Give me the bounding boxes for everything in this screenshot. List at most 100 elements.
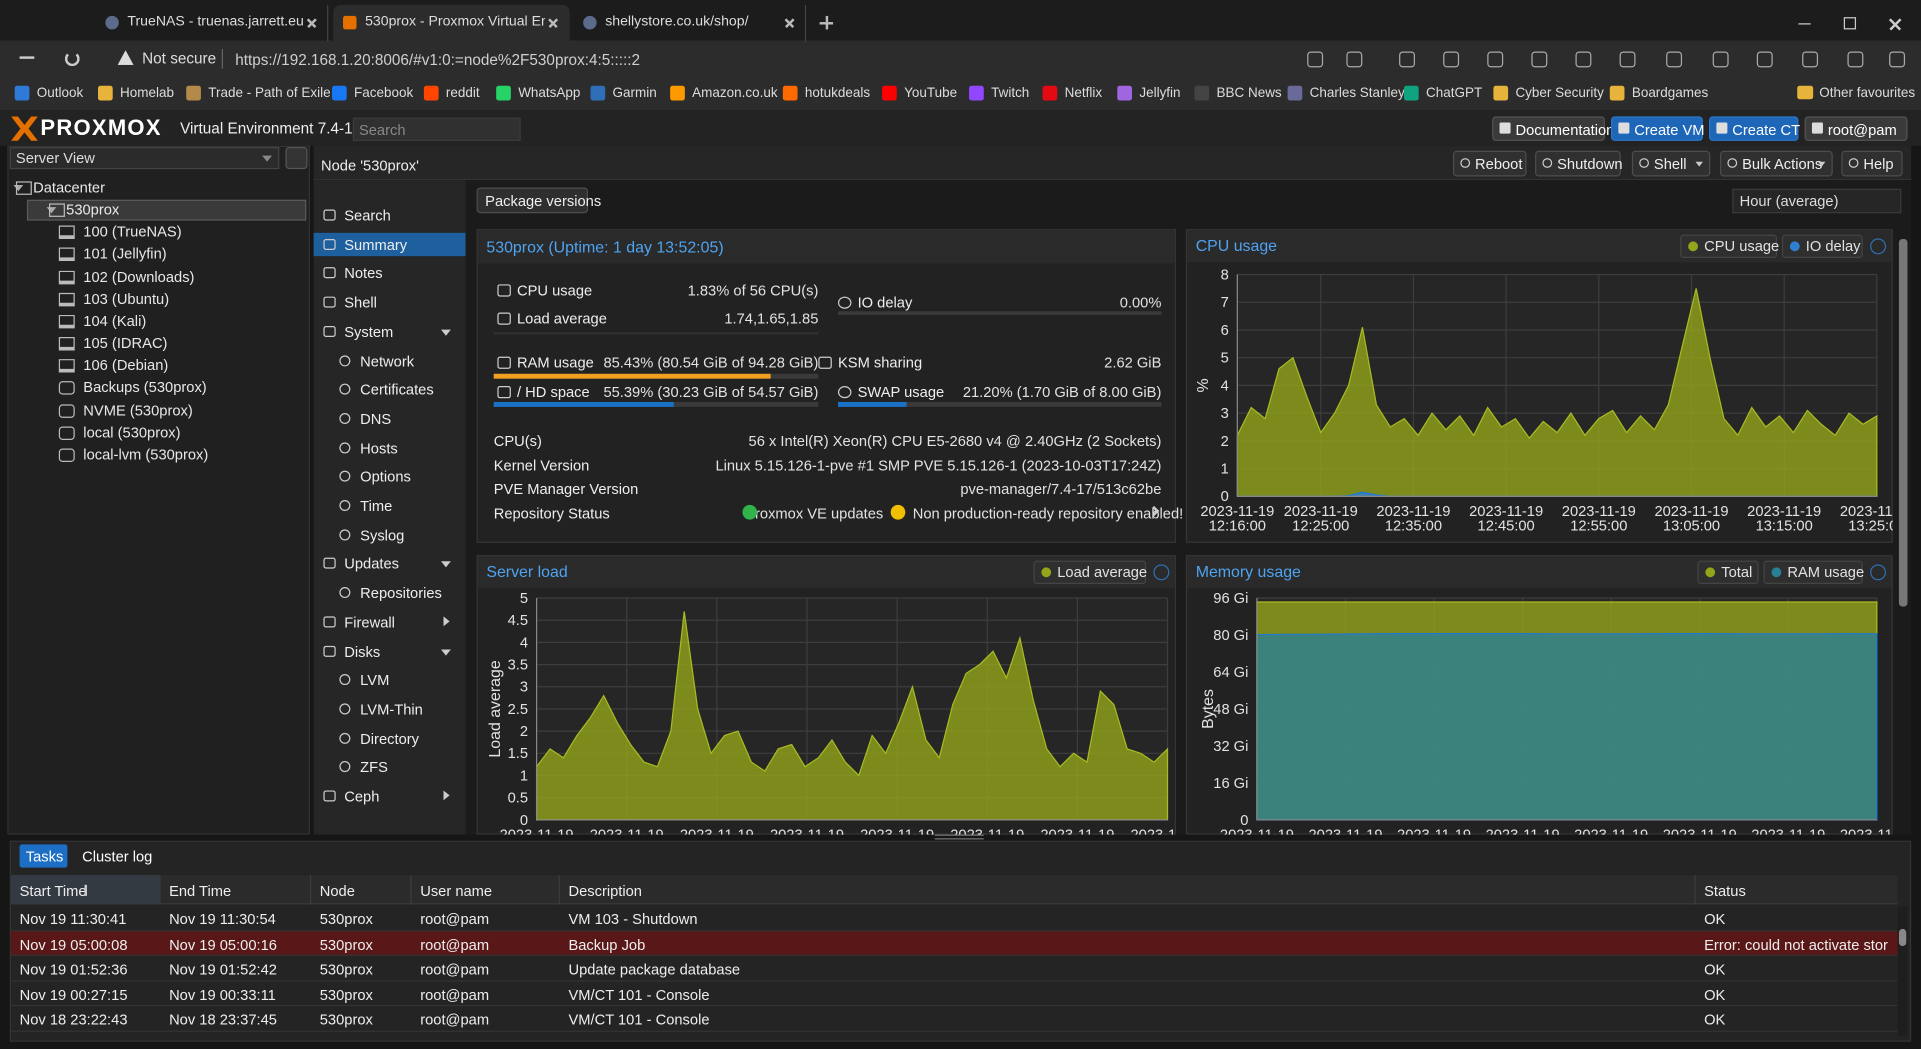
menu-item[interactable]: Firewall	[344, 613, 395, 631]
tree-icon[interactable]	[58, 337, 75, 351]
task-row[interactable]	[11, 981, 1898, 1007]
column-header[interactable]: Start Time	[19, 882, 87, 900]
menu-subitem[interactable]: Syslog	[360, 526, 405, 544]
toolbar-icon[interactable]	[1487, 51, 1504, 68]
menu-subitem[interactable]: Network	[360, 352, 415, 370]
url[interactable]: https://192.168.1.20:8006/#v1:0:=node%2F…	[235, 51, 641, 69]
bookmark[interactable]: BBC News	[1216, 85, 1282, 101]
reload-button[interactable]	[64, 51, 80, 67]
bookmark[interactable]: YouTube	[904, 85, 958, 101]
bookmark[interactable]: reddit	[445, 85, 480, 101]
bookmark[interactable]: Other favourites	[1819, 85, 1916, 101]
toolbar-icon[interactable]	[1443, 51, 1460, 68]
menu-item[interactable]: Notes	[344, 265, 383, 283]
bookmark[interactable]: Garmin	[612, 85, 657, 101]
menu-subitem[interactable]: LVM-Thin	[360, 700, 423, 719]
tree-item[interactable]: 103 (Ubuntu)	[83, 290, 170, 308]
toolbar-icon[interactable]	[1575, 51, 1592, 68]
task-row[interactable]	[11, 906, 1898, 931]
toolbar-icon[interactable]	[1619, 51, 1636, 68]
package-button[interactable]	[476, 187, 589, 214]
action-button[interactable]	[1535, 150, 1621, 177]
menu-item[interactable]: Updates	[344, 555, 400, 573]
menu-subitem[interactable]: ZFS	[360, 758, 388, 777]
toolbar-icon[interactable]	[1666, 51, 1683, 68]
menu-item[interactable]: Shell	[344, 294, 377, 312]
search-box[interactable]	[352, 117, 521, 141]
menu-subitem[interactable]: Options	[360, 468, 411, 486]
tree-item[interactable]: NVME (530prox)	[83, 401, 193, 419]
bookmark[interactable]: Amazon.co.uk	[692, 85, 778, 101]
column-header[interactable]: Description	[568, 882, 642, 900]
bookmark[interactable]: Jellyfin	[1139, 85, 1181, 101]
bookmark[interactable]: Trade - Path of Exile	[208, 85, 331, 101]
tree-item[interactable]: 100 (TrueNAS)	[83, 223, 182, 241]
column-header[interactable]: User name	[420, 882, 493, 900]
bookmark[interactable]: Homelab	[120, 85, 175, 101]
menu-subitem[interactable]: Certificates	[360, 381, 434, 399]
menu-subitem[interactable]: DNS	[360, 410, 392, 428]
tree-icon[interactable]	[58, 448, 75, 462]
tree-item[interactable]: 102 (Downloads)	[83, 267, 195, 286]
tree-icon[interactable]	[58, 270, 75, 284]
bookmark[interactable]: Facebook	[354, 85, 414, 101]
menu-subitem[interactable]: Repositories	[360, 584, 442, 602]
tree-item[interactable]: 106 (Debian)	[83, 356, 169, 375]
tree-icon[interactable]	[58, 225, 75, 240]
action-button[interactable]	[1720, 150, 1833, 177]
browser-tab[interactable]	[573, 4, 807, 42]
menu-item[interactable]: Summary	[344, 236, 408, 254]
browser-tab[interactable]	[333, 4, 570, 42]
tree-item[interactable]: local-lvm (530prox)	[83, 445, 209, 463]
toolbar-icon[interactable]	[1307, 51, 1324, 68]
tree-icon[interactable]	[15, 181, 32, 195]
tree-item[interactable]: 101 (Jellyfin)	[83, 245, 167, 263]
tree-icon[interactable]	[58, 314, 75, 329]
menu-subitem[interactable]: Directory	[360, 729, 420, 748]
window-max[interactable]	[1843, 17, 1857, 30]
bookmark[interactable]: Cyber Security	[1515, 85, 1604, 101]
bookmark[interactable]: Outlook	[36, 85, 84, 101]
toolbar-icon[interactable]	[1802, 51, 1819, 68]
tree-item[interactable]: Datacenter	[33, 178, 105, 197]
toolbar-icon[interactable]	[1712, 51, 1729, 68]
tree-icon[interactable]	[58, 359, 75, 373]
menu-subitem[interactable]: LVM	[360, 671, 390, 689]
task-row[interactable]	[11, 956, 1898, 982]
tree-toggle[interactable]	[46, 207, 57, 214]
tree-item[interactable]: Backups (530prox)	[83, 379, 207, 397]
bookmark[interactable]: Twitch	[991, 85, 1030, 101]
bookmark[interactable]: Charles Stanley	[1309, 85, 1405, 101]
menu-expand[interactable]	[441, 648, 451, 656]
menu-item[interactable]: System	[344, 323, 394, 341]
toolbar-icon[interactable]	[1889, 51, 1906, 68]
view-select[interactable]	[9, 147, 280, 170]
menu-subitem[interactable]: Hosts	[360, 439, 398, 457]
tree-icon[interactable]	[58, 403, 75, 418]
menu-collapsed[interactable]	[443, 616, 450, 626]
tree-item[interactable]: 105 (IDRAC)	[83, 334, 168, 352]
bookmark[interactable]: Boardgames	[1631, 85, 1709, 101]
task-row[interactable]	[11, 930, 1898, 956]
browser-tab[interactable]	[96, 4, 329, 42]
toolbar-icon[interactable]	[1531, 51, 1548, 68]
bookmark[interactable]: hotukdeals	[804, 85, 871, 101]
header-button[interactable]	[1492, 116, 1605, 141]
menu-item[interactable]: Ceph	[344, 787, 380, 806]
tree-icon[interactable]	[58, 381, 75, 396]
menu-expand[interactable]	[441, 329, 451, 336]
tree-icon[interactable]	[58, 292, 75, 307]
bookmark[interactable]: ChatGPT	[1426, 85, 1483, 101]
column-header[interactable]: Status	[1704, 882, 1746, 900]
menu-item[interactable]: Search	[344, 207, 391, 225]
window-min[interactable]	[1798, 23, 1811, 25]
toolbar-icon[interactable]	[1399, 51, 1415, 68]
tree-item[interactable]: local (530prox)	[83, 423, 181, 441]
bookmark[interactable]: Netflix	[1064, 85, 1103, 101]
tree-toggle[interactable]	[13, 185, 24, 192]
menu-item[interactable]: Disks	[344, 642, 381, 660]
tree-icon[interactable]	[58, 248, 75, 262]
gear-button[interactable]	[285, 147, 308, 170]
back-button[interactable]	[19, 56, 35, 59]
tree-item[interactable]: 530prox	[66, 201, 120, 219]
